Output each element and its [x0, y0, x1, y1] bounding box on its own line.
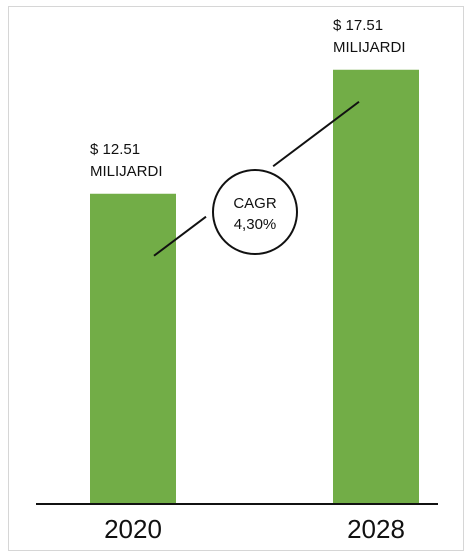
data-labels-group: $ 12.51 MILIJARDI $ 17.51 MILIJARDI	[90, 17, 406, 180]
category-label-2020: 2020	[104, 514, 162, 544]
data-label-2028-line2: MILIJARDI	[333, 39, 406, 56]
data-label-2028-line1: $ 17.51	[333, 17, 383, 34]
cagr-circle	[212, 169, 298, 255]
data-label-2020-line1: $ 12.51	[90, 141, 140, 158]
bar-2020	[90, 193, 176, 504]
trend-line-upper-segment	[272, 100, 360, 168]
cagr-annotation: CAGR 4,30%	[153, 100, 360, 257]
cagr-label: CAGR	[233, 195, 277, 212]
bars-group	[90, 69, 419, 504]
category-label-2028: 2028	[347, 514, 405, 544]
bar-2028	[333, 69, 419, 504]
category-labels-group: 2020 2028	[104, 514, 405, 544]
trend-line-lower-segment	[153, 215, 207, 257]
cagr-value: 4,30%	[234, 216, 277, 233]
data-label-2020-line2: MILIJARDI	[90, 163, 163, 180]
